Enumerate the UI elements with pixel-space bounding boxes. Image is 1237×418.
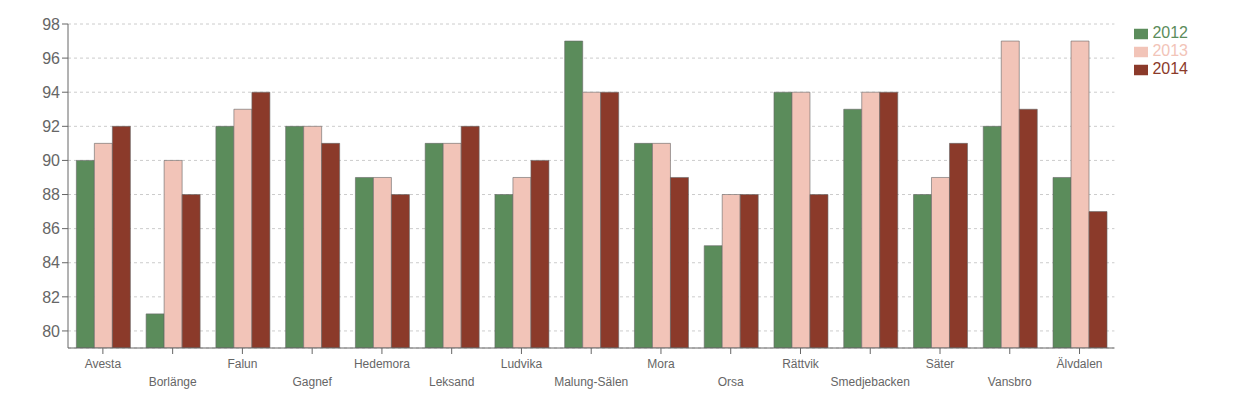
html-text:2013: 2013	[1152, 42, 1188, 59]
svg-text:Säter: Säter	[926, 357, 955, 371]
svg-text:82: 82	[42, 289, 60, 306]
svg-text:80: 80	[42, 323, 60, 340]
html-text:2012: 2012	[1152, 24, 1188, 41]
svg-text:Avesta: Avesta	[85, 357, 122, 371]
svg-text:Orsa: Orsa	[718, 375, 744, 389]
svg-text:88: 88	[42, 186, 60, 203]
svg-text:Älvdalen: Älvdalen	[1057, 357, 1103, 371]
svg-text:92: 92	[42, 118, 60, 135]
svg-text:Falun: Falun	[227, 357, 257, 371]
svg-text:98: 98	[42, 16, 60, 33]
svg-text:Gagnef: Gagnef	[292, 375, 332, 389]
svg-text:90: 90	[42, 152, 60, 169]
html-text:2014: 2014	[1152, 60, 1188, 77]
svg-text:Smedjebacken: Smedjebacken	[831, 375, 910, 389]
svg-text:84: 84	[42, 254, 60, 271]
svg-text:Hedemora: Hedemora	[354, 357, 410, 371]
svg-text:Malung-Sälen: Malung-Sälen	[554, 375, 628, 389]
svg-text:96: 96	[42, 50, 60, 67]
svg-text:Mora: Mora	[647, 357, 675, 371]
svg-text:86: 86	[42, 220, 60, 237]
svg-text:Ludvika: Ludvika	[501, 357, 543, 371]
svg-text:Vansbro: Vansbro	[988, 375, 1032, 389]
svg-text:94: 94	[42, 84, 60, 101]
svg-text:Borlänge: Borlänge	[149, 375, 197, 389]
svg-text:Leksand: Leksand	[429, 375, 474, 389]
svg-text:Rättvik: Rättvik	[782, 357, 820, 371]
